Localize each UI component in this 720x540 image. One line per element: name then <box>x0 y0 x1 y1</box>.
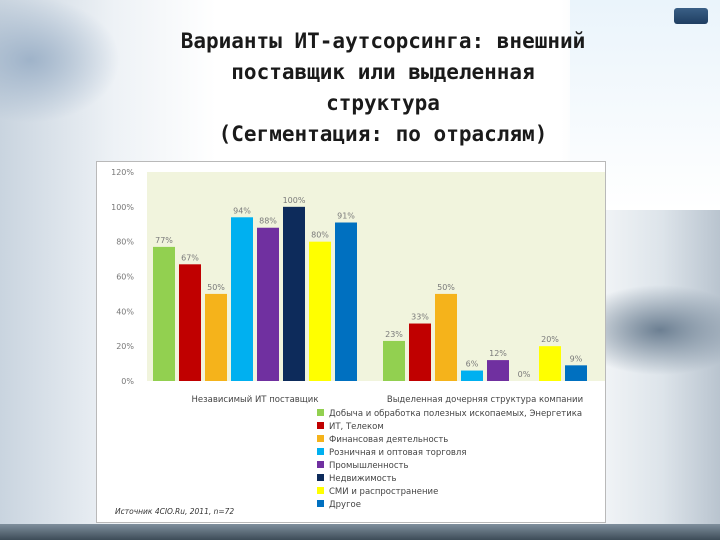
bar <box>179 264 201 381</box>
legend-label: Розничная и оптовая торговля <box>329 448 466 458</box>
bar <box>153 246 175 381</box>
data-label: 23% <box>385 330 403 339</box>
legend-label: Добыча и обработка полезных ископаемых, … <box>329 409 582 419</box>
legend-label: Промышленность <box>329 461 409 471</box>
bar <box>383 340 405 381</box>
bar <box>487 360 509 381</box>
bar <box>335 222 357 381</box>
data-label: 80% <box>311 231 329 240</box>
x-category-label: Выделенная дочерняя структура компании <box>387 395 583 405</box>
data-label: 91% <box>337 212 355 221</box>
legend-label: Другое <box>329 500 361 510</box>
legend-label: СМИ и распространение <box>329 487 438 497</box>
bar <box>205 293 227 381</box>
legend-swatch <box>317 487 324 494</box>
y-tick-label: 40% <box>116 307 134 316</box>
data-label: 100% <box>283 196 306 205</box>
bottom-bar <box>0 524 720 540</box>
y-tick-label: 120% <box>111 168 134 177</box>
data-label: 50% <box>437 283 455 292</box>
data-label: 88% <box>259 217 277 226</box>
data-label: 94% <box>233 206 251 215</box>
y-tick-label: 80% <box>116 238 134 247</box>
x-category-label: Независимый ИТ поставщик <box>192 395 319 405</box>
source-note: Источник 4CIO.Ru, 2011, n=72 <box>115 507 234 516</box>
bar <box>435 293 457 381</box>
data-label: 6% <box>466 360 479 369</box>
legend-swatch <box>317 409 324 416</box>
bar <box>231 217 253 381</box>
bar <box>409 323 431 381</box>
y-tick-label: 20% <box>116 342 134 351</box>
data-label: 77% <box>155 236 173 245</box>
y-tick-label: 60% <box>116 273 134 282</box>
bar <box>565 365 587 381</box>
bar-chart: 0% 20% 40% 60% 80% 100% 120% 77% 67% 50% 94% 88% 100… <box>111 168 605 516</box>
y-tick-label: 0% <box>121 377 134 386</box>
data-label: 50% <box>207 283 225 292</box>
data-label: 33% <box>411 313 429 322</box>
legend-label: ИТ, Телеком <box>329 422 384 432</box>
y-tick-label: 100% <box>111 203 134 212</box>
legend-swatch <box>317 500 324 507</box>
data-label: 67% <box>181 253 199 262</box>
data-label: 9% <box>570 354 583 363</box>
legend-label: Финансовая деятельность <box>329 435 448 445</box>
data-label: 12% <box>489 349 507 358</box>
chart-panel: 0% 20% 40% 60% 80% 100% 120% 77% 67% 50% 94% 88% 100… <box>96 161 606 523</box>
corner-logo <box>674 8 708 24</box>
bar <box>283 206 305 381</box>
bar <box>539 346 561 381</box>
legend-label: Недвижимость <box>329 474 396 484</box>
legend-swatch <box>317 448 324 455</box>
slide-title: Варианты ИТ-аутсорсинга: внешний поставщ… <box>180 29 586 146</box>
bar <box>257 227 279 381</box>
data-label: 0% <box>518 370 531 379</box>
legend-swatch <box>317 435 324 442</box>
bar <box>309 241 331 381</box>
data-label: 20% <box>541 335 559 344</box>
legend-swatch <box>317 422 324 429</box>
legend-swatch <box>317 461 324 468</box>
bar <box>461 370 483 381</box>
legend-swatch <box>317 474 324 481</box>
